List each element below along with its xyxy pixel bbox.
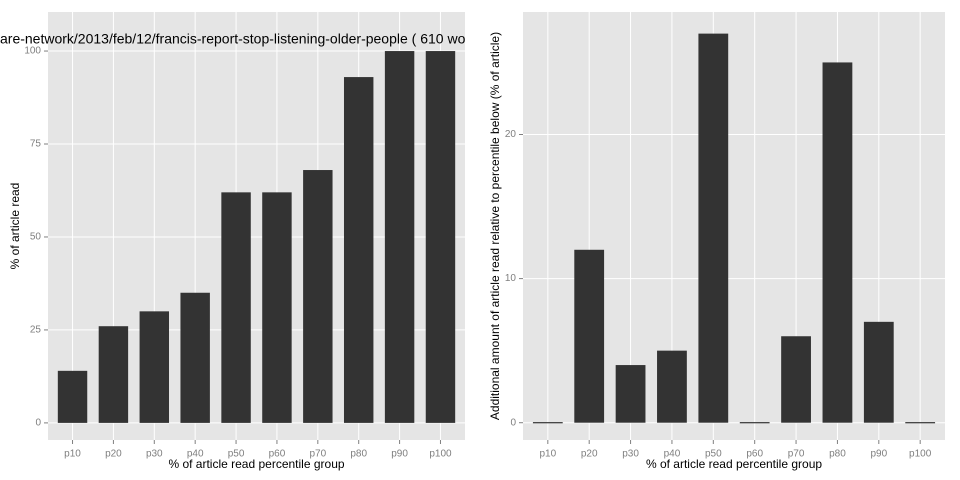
y-axis-label: % of article read <box>8 183 22 270</box>
bar <box>739 422 770 424</box>
bar <box>139 311 170 423</box>
x-tick-label: p100 <box>909 449 932 460</box>
bar <box>905 422 936 424</box>
bar <box>532 422 563 424</box>
bar <box>303 170 333 423</box>
bar <box>57 370 88 423</box>
x-tick-label: p80 <box>350 449 367 460</box>
x-tick-label: p50 <box>705 449 722 460</box>
y-tick-label: 25 <box>30 325 42 336</box>
y-tick-label: 10 <box>505 273 517 284</box>
bar <box>180 292 210 423</box>
bar <box>98 326 129 423</box>
x-tick-label: p10 <box>539 449 556 460</box>
y-axis-label: Additional amount of article read relati… <box>488 32 502 420</box>
x-tick-label: p80 <box>829 449 846 460</box>
x-tick-label: p60 <box>746 449 763 460</box>
x-tick-label: p70 <box>309 449 326 460</box>
y-tick-label: 0 <box>35 418 41 429</box>
x-tick-label: p50 <box>228 449 245 460</box>
y-tick-label: 50 <box>30 232 42 243</box>
y-tick-label: 20 <box>505 129 517 140</box>
bar <box>822 62 853 423</box>
x-tick-label: p90 <box>391 449 408 460</box>
x-tick-label: p30 <box>622 449 639 460</box>
x-tick-label: p30 <box>146 449 163 460</box>
x-tick-label: p10 <box>64 449 81 460</box>
bar <box>384 51 415 423</box>
bar <box>698 33 729 423</box>
x-axis-label: % of article read percentile group <box>168 457 344 471</box>
x-tick-label: p40 <box>187 449 204 460</box>
bar <box>781 336 811 423</box>
bar <box>657 350 687 423</box>
bar <box>425 51 456 423</box>
bar <box>262 192 292 423</box>
bar <box>574 249 605 423</box>
x-tick-label: p20 <box>105 449 122 460</box>
y-tick-label: 100 <box>24 46 41 57</box>
y-tick-label: 0 <box>510 417 516 428</box>
x-axis-label: % of article read percentile group <box>646 457 822 471</box>
x-tick-label: p60 <box>269 449 286 460</box>
x-tick-label: p90 <box>870 449 887 460</box>
chart-title: are-network/2013/feb/12/francis-report-s… <box>0 31 466 47</box>
bar <box>615 365 646 423</box>
x-tick-label: p20 <box>581 449 598 460</box>
bar <box>343 77 374 423</box>
x-tick-label: p100 <box>429 449 452 460</box>
bar <box>221 192 251 423</box>
x-tick-label: p70 <box>788 449 805 460</box>
x-tick-label: p40 <box>664 449 681 460</box>
bar <box>863 321 894 423</box>
y-tick-label: 75 <box>30 139 42 150</box>
